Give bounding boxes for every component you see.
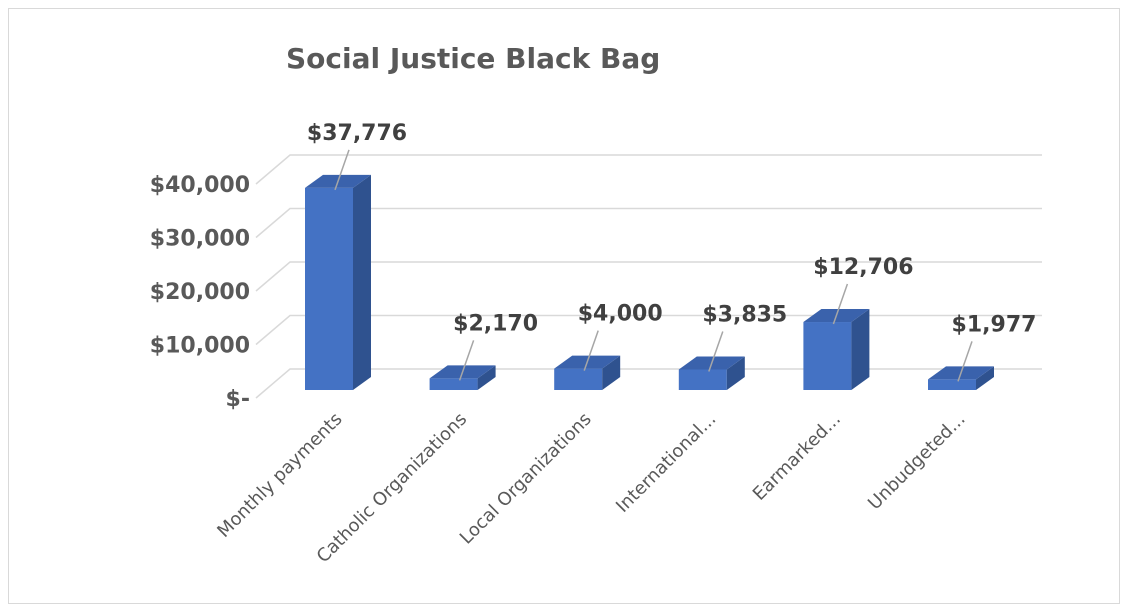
- bar-side: [602, 355, 621, 390]
- leader-line: [708, 331, 724, 372]
- y-tick-label: $30,000: [150, 227, 250, 252]
- data-label: $12,706: [813, 255, 913, 280]
- bar-side: [851, 309, 870, 390]
- bars: [305, 174, 994, 390]
- x-tick-label: Monthly payments: [213, 409, 346, 542]
- leader-line: [583, 330, 599, 371]
- bar: [928, 379, 976, 390]
- leader-line: [458, 340, 475, 381]
- leader-lines: [334, 149, 973, 382]
- data-labels: $37,776 $2,170 $4,000 $3,835 $12,706 $1,977: [307, 121, 1037, 338]
- bar-side: [477, 365, 496, 390]
- x-tick-label: Local Organizations: [456, 409, 596, 549]
- data-label: $3,835: [702, 302, 787, 327]
- y-tick-label: $40,000: [150, 173, 250, 198]
- gridline: [255, 207, 1042, 239]
- gridline: [255, 314, 1042, 346]
- bar: [803, 322, 852, 390]
- data-label: $2,170: [453, 311, 538, 336]
- bar: [305, 187, 353, 390]
- y-tick-label: $20,000: [150, 280, 250, 305]
- bar: [678, 369, 727, 390]
- bar: [429, 378, 478, 390]
- grid-lines: [255, 154, 1042, 399]
- y-tick-label: $-: [226, 387, 250, 412]
- data-label: $4,000: [578, 302, 663, 327]
- x-tick-label: International...: [612, 409, 720, 517]
- chart-title: Social Justice Black Bag: [286, 42, 660, 75]
- x-tick-label: Earmarked...: [749, 409, 845, 505]
- bar-side: [353, 174, 371, 390]
- gridline: [255, 368, 1042, 399]
- x-tick-label: Unbudgeted...: [864, 409, 969, 514]
- bar: [554, 368, 603, 390]
- gridline: [255, 261, 1042, 292]
- gridline: [255, 154, 1042, 185]
- leader-line: [334, 149, 350, 191]
- leader-line: [832, 283, 849, 325]
- y-axis-ticks: $- $10,000 $20,000 $30,000 $40,000: [150, 173, 250, 412]
- data-label: $1,977: [952, 312, 1037, 337]
- bar-side: [976, 366, 994, 390]
- data-label: $37,776: [307, 121, 407, 146]
- chart-frame: [8, 8, 1120, 604]
- y-tick-label: $10,000: [150, 334, 250, 359]
- leader-line: [957, 341, 973, 382]
- bar-side: [726, 356, 745, 390]
